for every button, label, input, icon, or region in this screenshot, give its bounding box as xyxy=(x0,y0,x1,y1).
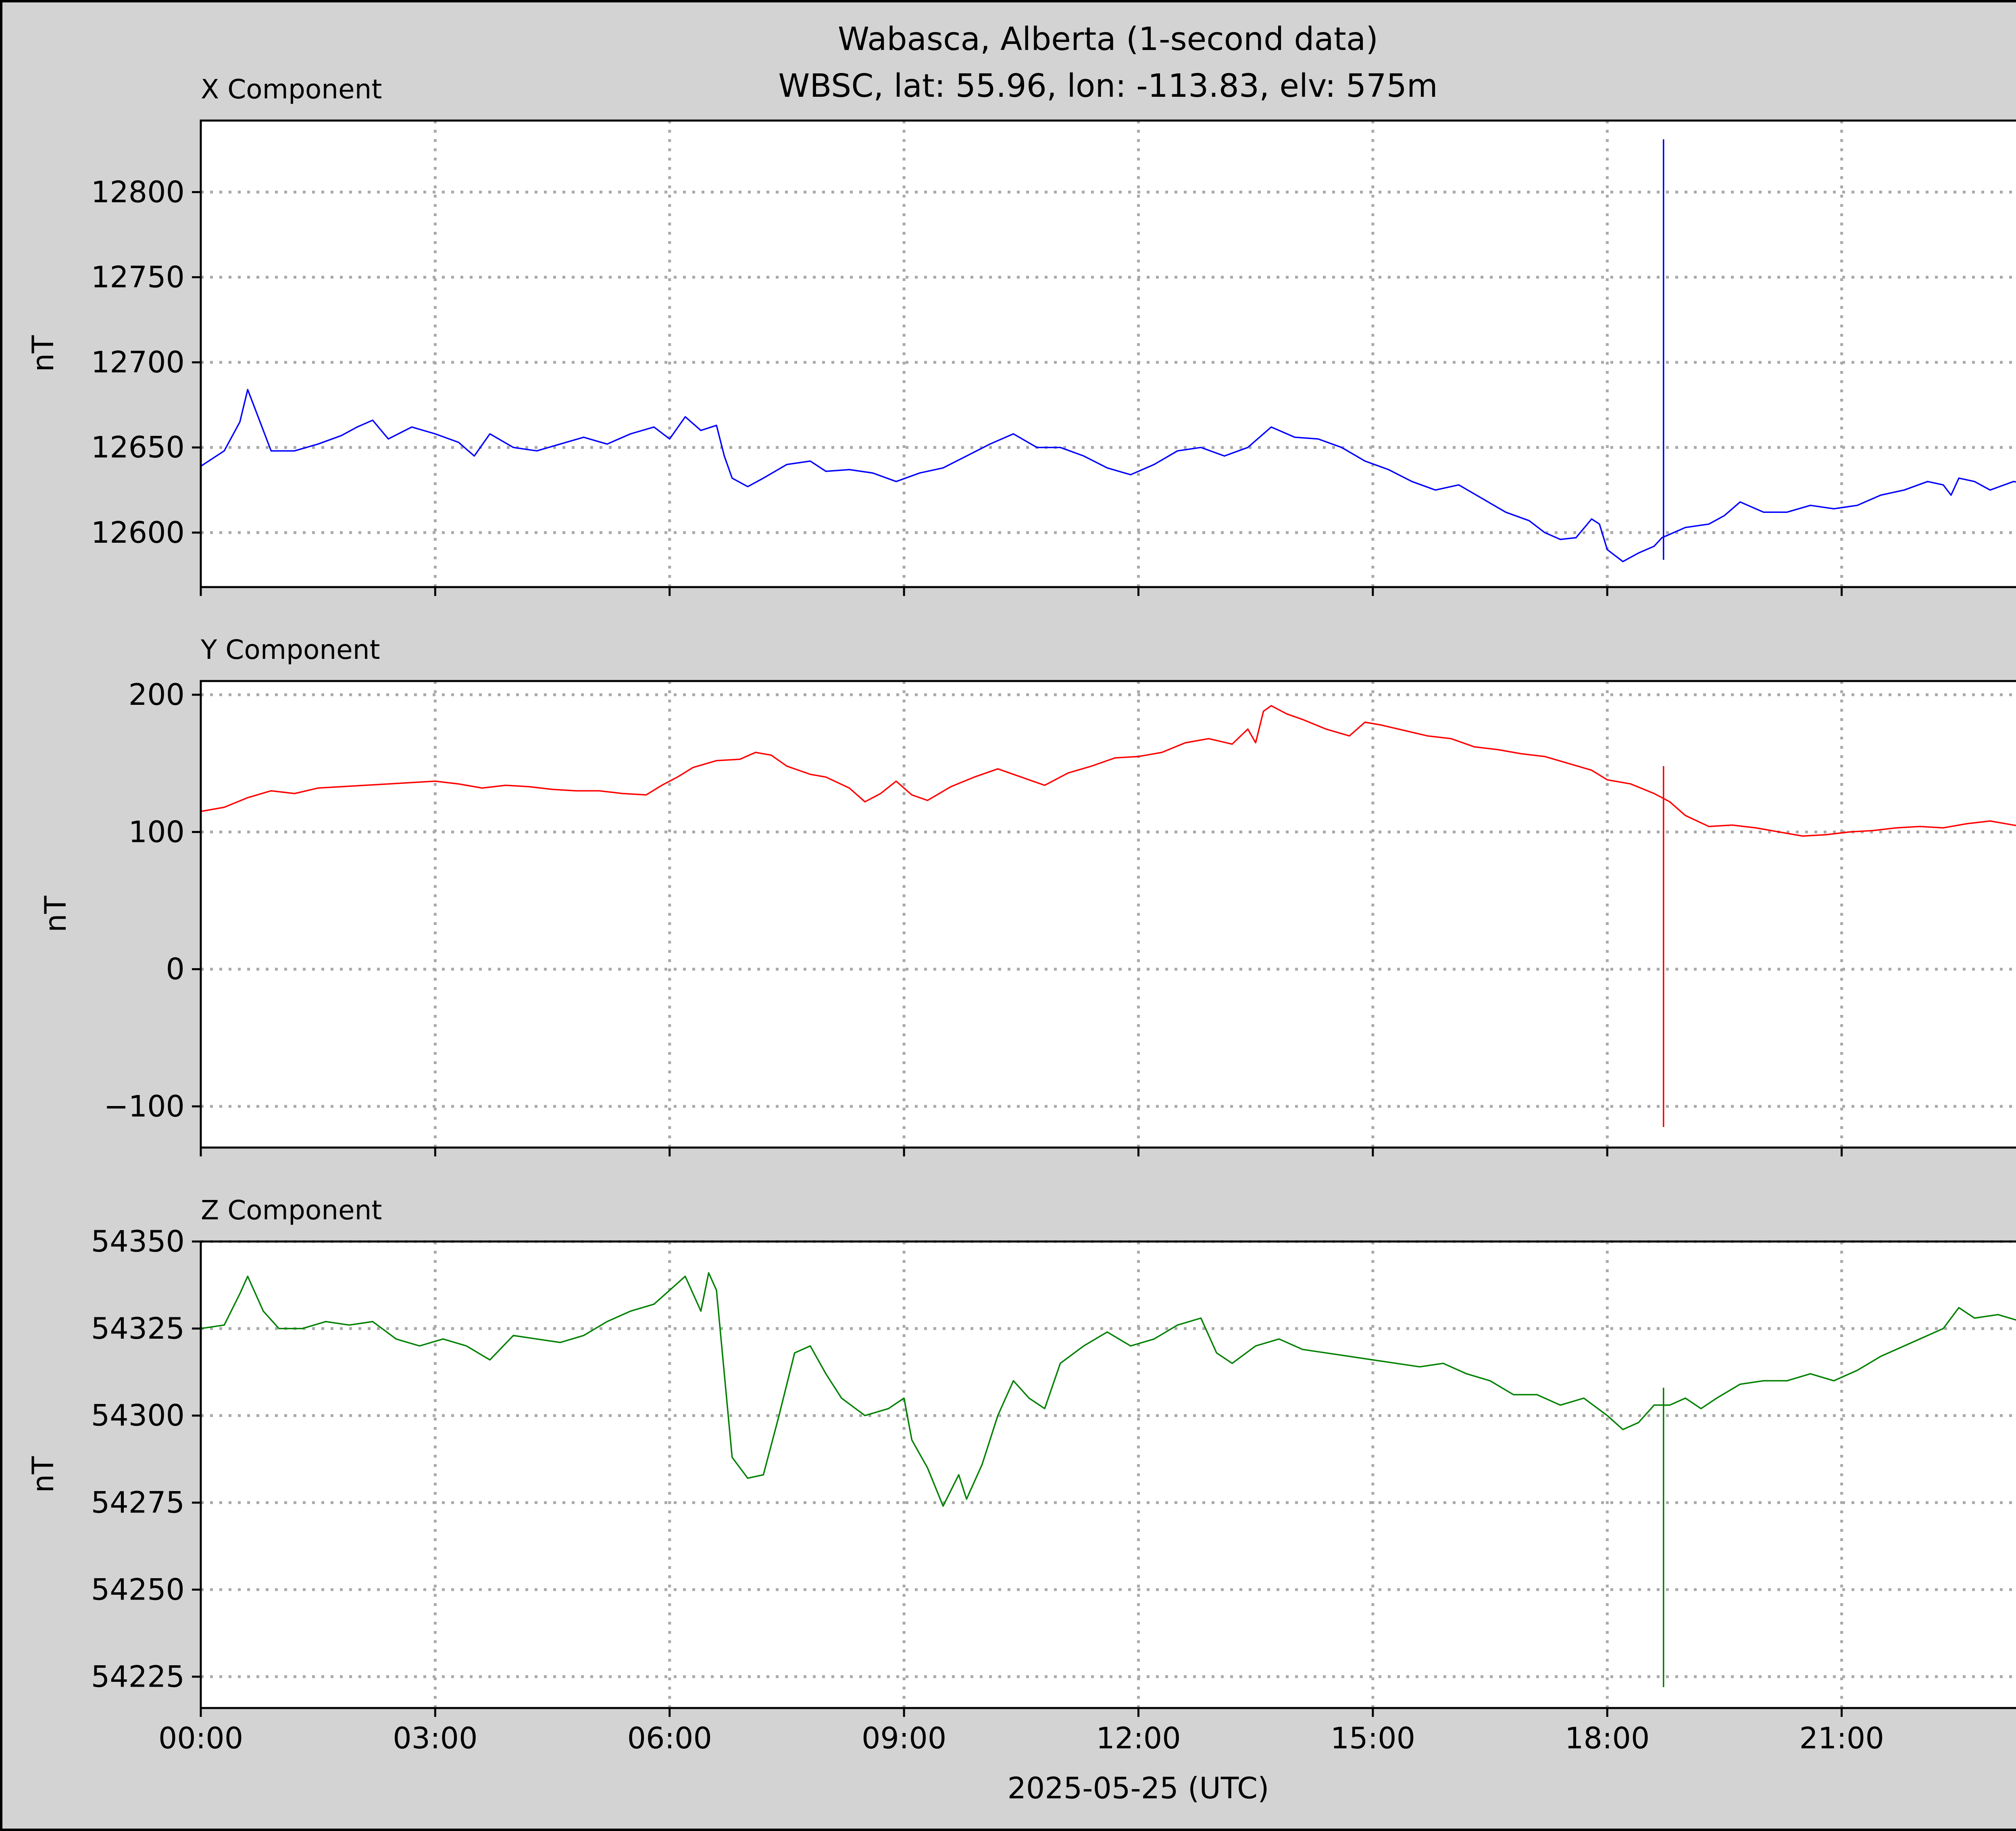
panel-title-y: Y Component xyxy=(200,634,380,665)
y-tick-label-z-3: 54300 xyxy=(91,1399,185,1433)
plot-border-x xyxy=(200,119,2016,588)
chart-subtitle: WBSC, lat: 55.96, lon: -113.83, elv: 575… xyxy=(778,67,1438,104)
x-tick-label-3: 09:00 xyxy=(862,1721,946,1756)
panel-x-component: X Component nT 12600 12650 12700 12750 12800 xyxy=(26,74,2016,596)
y-tick-label-y-1: 0 xyxy=(166,952,185,987)
panel-title-z: Z Component xyxy=(201,1195,382,1226)
y-tick-label-y-0: −100 xyxy=(104,1089,185,1124)
y-tick-label-z-0: 54225 xyxy=(91,1660,185,1694)
x-axis-label: 2025-05-25 (UTC) xyxy=(1007,1771,1269,1806)
y-tick-label-x-4: 12800 xyxy=(91,175,185,209)
y-tick-label-y-3: 200 xyxy=(129,678,185,712)
panel-z-component: Z Component nT 54225 54250 54275 54300 54325… xyxy=(26,1195,2016,1756)
x-tick-label-0: 00:00 xyxy=(158,1721,243,1756)
x-tick-label-4: 12:00 xyxy=(1096,1721,1181,1756)
plot-border-z xyxy=(200,1240,2016,1709)
x-tick-label-2: 06:00 xyxy=(627,1721,712,1756)
plot-area-z xyxy=(200,1240,2016,1709)
y-tick-label-z-1: 54250 xyxy=(91,1573,185,1607)
x-tick-label-6: 18:00 xyxy=(1565,1721,1649,1756)
x-tick-label-5: 15:00 xyxy=(1331,1721,1415,1756)
y-tick-label-x-1: 12650 xyxy=(91,431,185,465)
chart-title: Wabasca, Alberta (1-second data) xyxy=(838,21,1378,58)
panel-title-x: X Component xyxy=(201,74,382,105)
y-axis-label-z: nT xyxy=(26,1456,60,1493)
x-tick-label-1: 03:00 xyxy=(393,1721,477,1756)
series-line-z xyxy=(201,1272,2016,1507)
y-tick-label-z-5: 54350 xyxy=(91,1225,185,1259)
series-line-y xyxy=(201,705,2016,837)
plot-border-y xyxy=(200,680,2016,1149)
y-axis-label-x: nT xyxy=(26,335,60,372)
plot-area-x xyxy=(200,119,2016,588)
panel-y-component: Y Component nT −100 0 100 200 xyxy=(39,634,2016,1156)
grid-x xyxy=(201,121,2016,587)
y-tick-label-x-2: 12700 xyxy=(91,346,185,380)
y-tick-label-z-2: 54275 xyxy=(91,1486,185,1520)
grid-y xyxy=(201,681,2016,1148)
y-tick-label-z-4: 54325 xyxy=(91,1312,185,1346)
y-tick-label-y-2: 100 xyxy=(129,815,185,849)
x-tick-label-7: 21:00 xyxy=(1799,1721,1884,1756)
y-tick-label-x-0: 12600 xyxy=(91,516,185,550)
y-tick-label-x-3: 12750 xyxy=(91,260,185,294)
series-line-x xyxy=(201,389,2016,562)
plot-area-y xyxy=(200,680,2016,1149)
y-axis-label-y: nT xyxy=(39,896,73,932)
